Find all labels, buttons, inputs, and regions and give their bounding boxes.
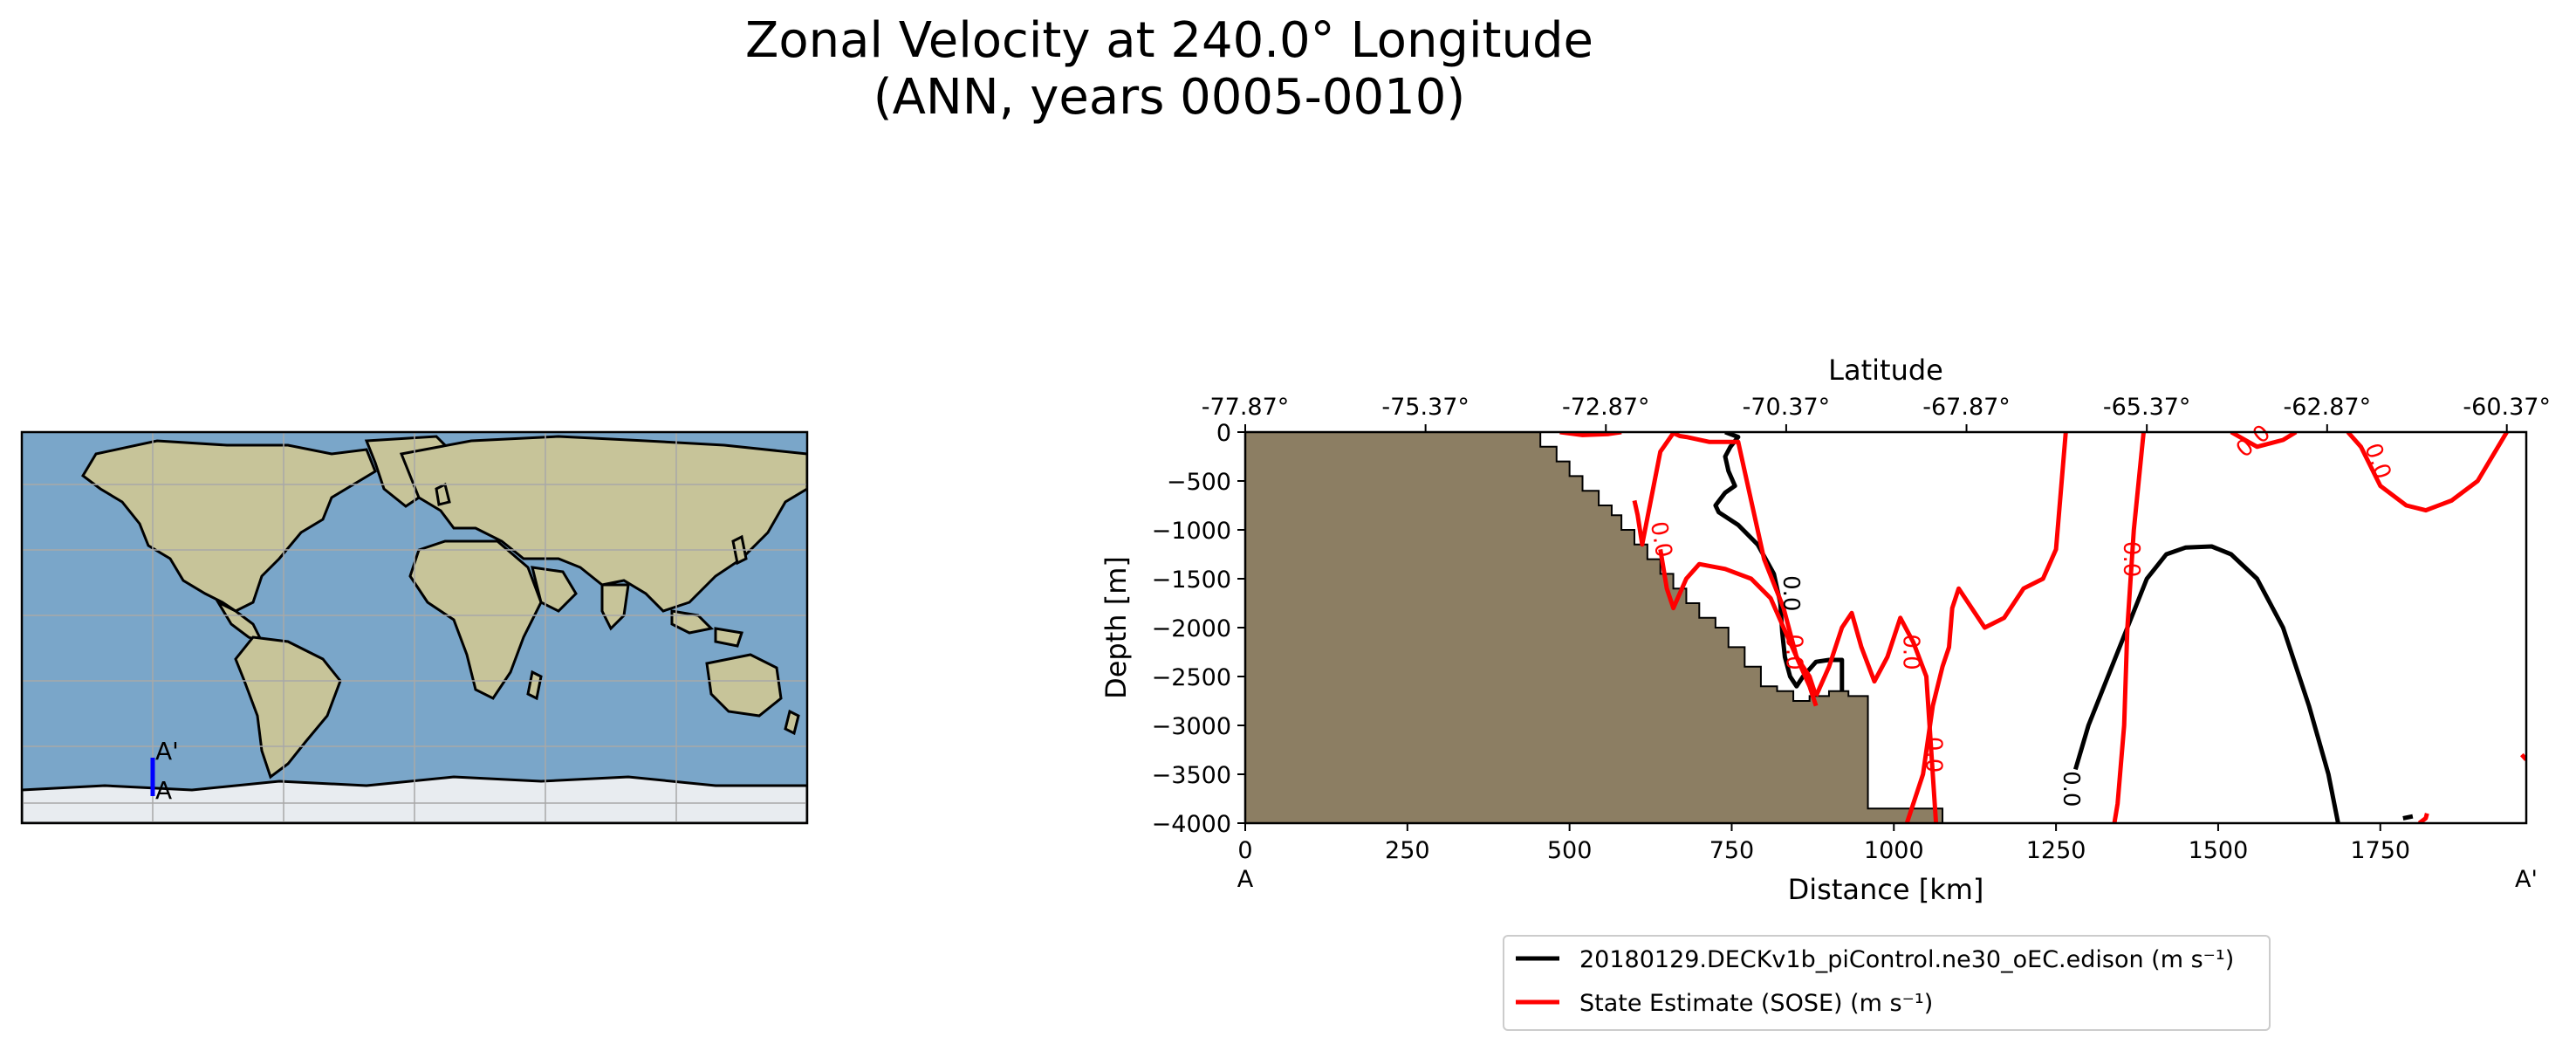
contour-label-5: 0.0 xyxy=(2058,771,2084,807)
contour-s1-c6 xyxy=(2230,432,2298,450)
top-tick-label: -77.87° xyxy=(1202,394,1290,421)
x-tick-label: 500 xyxy=(1547,837,1593,864)
top-axis-ticks: -77.87° -75.37° -72.87° -70.37° -67.87° -65.3… xyxy=(1202,394,2551,432)
top-tick-label: -60.37° xyxy=(2463,394,2551,421)
bathymetry-fill xyxy=(1245,432,1944,823)
contour-lines xyxy=(1559,432,2526,823)
y-tick-label: 0 xyxy=(1216,420,1231,447)
start-point-label: A xyxy=(1237,866,1254,893)
x-tick-label: 0 xyxy=(1237,837,1252,864)
legend-label-obs: State Estimate (SOSE) (m s⁻¹) xyxy=(1579,990,1933,1017)
contour-s1-c2 xyxy=(1658,548,1819,697)
title-line-1: Zonal Velocity at 240.0° Longitude xyxy=(745,12,1593,69)
contour-label-4: 0.0 xyxy=(1920,737,1946,773)
top-axis-label: Latitude xyxy=(1828,354,1943,387)
y-tick-label: −3000 xyxy=(1152,713,1231,740)
x-tick-label: 1500 xyxy=(2189,837,2249,864)
title-line-2: (ANN, years 0005-0010) xyxy=(874,69,1466,126)
y-tick-label: −2500 xyxy=(1152,664,1231,691)
contour-s1-c5 xyxy=(2112,432,2146,823)
contour-label-1: 0.0 xyxy=(1778,575,1804,611)
section-plot: 0.00.00.0 0.00.00.00.00.0 0.0 0 250 500 750 10… xyxy=(1100,354,2551,906)
y-tick-label: −1500 xyxy=(1152,567,1231,594)
map-frame xyxy=(20,430,809,825)
y-tick-label: −3500 xyxy=(1152,762,1231,789)
map-start-label: A xyxy=(155,776,172,805)
contour-label-2: 0.0 xyxy=(1781,634,1807,670)
end-point-label: A' xyxy=(2515,866,2538,893)
y-tick-label: −4000 xyxy=(1152,811,1231,838)
contour-s1-c4 xyxy=(1904,432,2068,823)
x-tick-label: 1250 xyxy=(2026,837,2086,864)
map-continents xyxy=(81,435,807,780)
x-tick-label: 250 xyxy=(1385,837,1430,864)
top-tick-label: -70.37° xyxy=(1743,394,1831,421)
x-tick-label: 1750 xyxy=(2350,837,2410,864)
map-end-label: A' xyxy=(155,737,179,766)
top-tick-label: -65.37° xyxy=(2103,394,2191,421)
y-tick-label: −2000 xyxy=(1152,615,1231,642)
top-tick-label: -75.37° xyxy=(1381,394,1470,421)
x-tick-label: 1000 xyxy=(1864,837,1924,864)
map-gridlines xyxy=(22,432,807,823)
x-axis-label: Distance [km] xyxy=(1788,873,1984,906)
contour-s1-c7 xyxy=(2346,432,2509,513)
x-tick-label: 750 xyxy=(1709,837,1755,864)
legend-label-model: 20180129.DECKv1b_piControl.ne30_oEC.edis… xyxy=(1579,946,2234,973)
contour-label-0: 0.0 xyxy=(1645,519,1677,560)
y-axis-ticks: 0 −500 −1000 −1500 −2000 −2500 −3000 −3500 −4000 xyxy=(1152,420,1245,838)
top-tick-label: -67.87° xyxy=(1922,394,2011,421)
x-axis-ticks: 0 250 500 750 1000 1250 1500 1750 xyxy=(1237,823,2410,864)
y-axis-label: Depth [m] xyxy=(1100,556,1133,699)
top-tick-label: -72.87° xyxy=(1562,394,1650,421)
contour-s1-c3 xyxy=(1813,610,1939,823)
legend-box xyxy=(1503,935,2271,1031)
world-map: A' A xyxy=(20,430,809,825)
contour-s0-c2 xyxy=(2402,814,2414,821)
contour-s0-c1 xyxy=(2073,544,2340,823)
contour-label-6: 0.0 xyxy=(2118,541,2144,577)
legend: 20180129.DECKv1b_piControl.ne30_oEC.edis… xyxy=(1503,935,2271,1031)
y-tick-label: −500 xyxy=(1167,469,1231,496)
y-tick-label: −1000 xyxy=(1152,518,1231,545)
contour-s1-c8 xyxy=(2417,813,2429,823)
contour-label-3: 0.0 xyxy=(1897,634,1923,670)
top-tick-label: -62.87° xyxy=(2284,394,2372,421)
